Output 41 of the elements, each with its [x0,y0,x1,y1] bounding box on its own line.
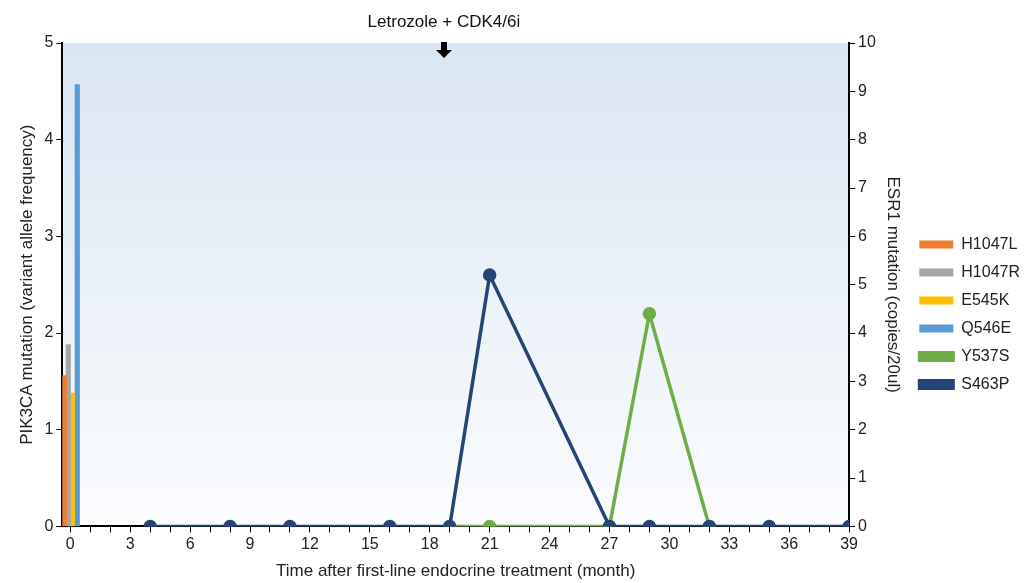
x-tick-label: 27 [600,535,619,553]
x-tick-label: 9 [245,535,255,553]
x-tick-label: 36 [780,535,799,553]
x-tick-label: 24 [540,535,559,553]
y-tick-label: 3 [44,226,54,244]
legend-label: H1047R [961,262,1020,280]
y2-tick-label: 6 [858,226,868,244]
y-tick-label: 5 [44,33,54,51]
y-tick-label: 1 [44,420,54,438]
x-tick-label: 33 [720,535,739,553]
legend-label: Y537S [961,346,1010,364]
x-tick-label: 6 [185,535,195,553]
legend-label: Q546E [961,318,1012,336]
y2-tick-label: 1 [858,468,868,486]
x-tick-label: 18 [420,535,439,553]
x-axis-title: Time after first-line endocrine treatment (month) [276,561,636,581]
y2-tick-label: 2 [858,420,868,438]
y-tick-label: 2 [44,323,54,341]
y2-tick-label: 7 [858,178,868,196]
y-axis-title: PIK3CA mutation (variant allele frequency) [16,124,36,445]
legend-label: H1047L [961,234,1018,252]
y2-tick-label: 3 [858,371,868,389]
y2-axis-title: ESR1 mutation (copies/20ul) [884,176,904,393]
legend-label: S463P [961,374,1010,392]
x-tick-label: 3 [125,535,135,553]
legend-label: E545K [961,290,1010,308]
x-tick-label: 30 [660,535,679,553]
y2-tick-label: 8 [858,130,868,148]
x-tick-label: 21 [480,535,499,553]
x-tick-label: 15 [360,535,379,553]
x-tick-label: 12 [301,535,319,553]
y2-tick-label: 5 [858,275,868,293]
y2-tick-label: 4 [858,323,868,341]
y-tick-label: 0 [44,516,54,534]
y2-tick-label: 10 [858,33,876,51]
y-tick-label: 4 [44,130,54,148]
y2-tick-label: 0 [858,516,868,534]
text: Letrozole + CDK4/6i [367,12,521,32]
x-tick-label: 0 [65,535,75,553]
x-tick-label: 39 [840,535,859,553]
y2-tick-label: 9 [858,81,868,99]
